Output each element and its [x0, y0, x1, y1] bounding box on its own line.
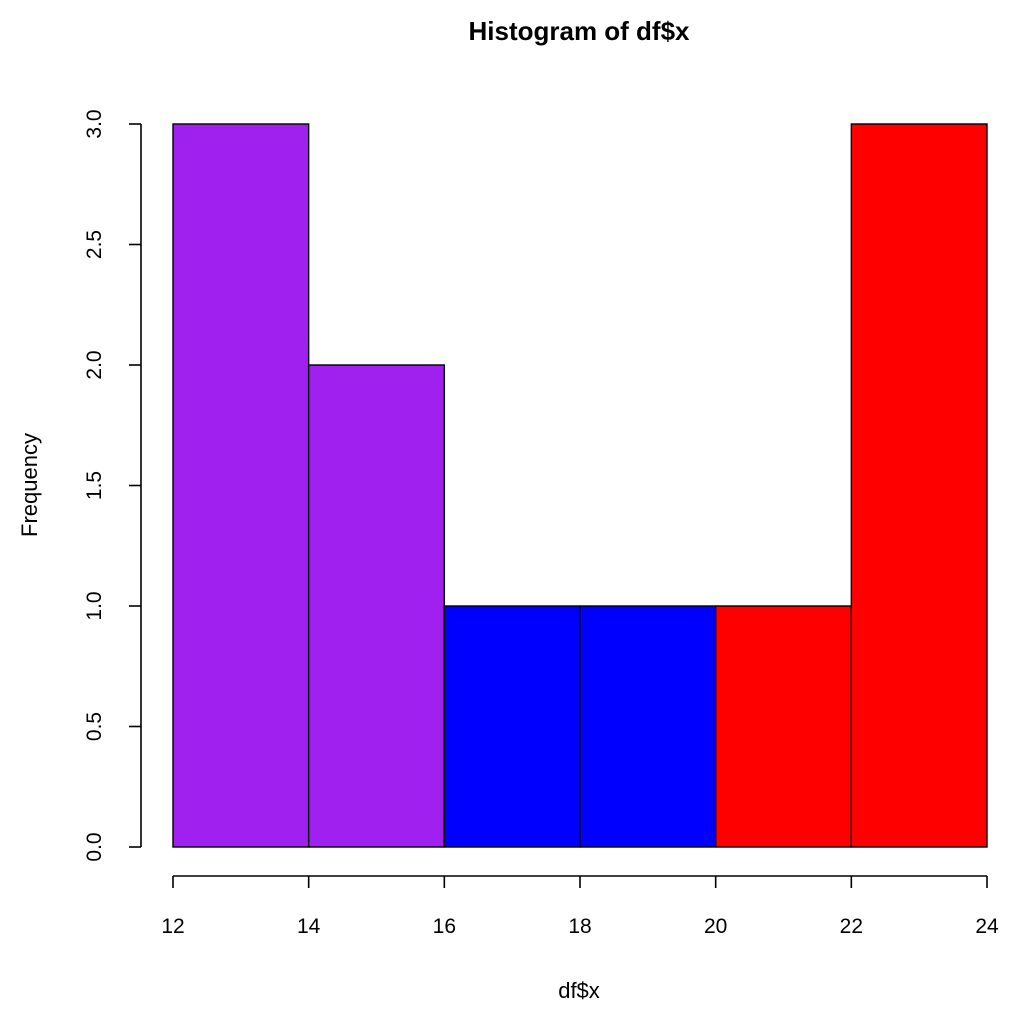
x-tick-label: 16 — [433, 915, 456, 938]
x-tick-label: 22 — [840, 915, 863, 938]
y-tick-label: 1.5 — [83, 471, 106, 500]
x-axis: 12 14 16 18 20 22 24 — [161, 875, 999, 938]
histogram-bar-2 — [443, 605, 581, 848]
histogram-bar-3 — [579, 605, 717, 848]
bars-group — [172, 123, 988, 848]
y-tick-label: 0.5 — [83, 712, 106, 741]
histogram-bar-5 — [850, 123, 988, 848]
x-tick-label: 24 — [975, 915, 999, 938]
y-tick-label: 2.0 — [83, 350, 106, 379]
x-tick-label: 12 — [161, 915, 184, 938]
chart-title: Histogram of df$x — [468, 16, 690, 46]
histogram-bar-1 — [307, 364, 446, 848]
y-axis: 0.0 0.5 1.0 1.5 2.0 2.5 3.0 — [83, 109, 142, 862]
histogram-bar-4 — [714, 605, 853, 848]
y-tick-label: 0.0 — [83, 832, 106, 861]
y-tick-label: 2.5 — [83, 230, 106, 259]
y-tick-label: 3.0 — [83, 109, 106, 138]
y-axis-label: Frequency — [17, 433, 42, 537]
x-axis-label: df$x — [558, 978, 600, 1003]
x-tick-label: 14 — [297, 915, 321, 938]
x-tick-label: 20 — [704, 915, 727, 938]
x-tick-label: 18 — [568, 915, 591, 938]
histogram-bar-0 — [172, 123, 310, 848]
y-tick-label: 1.0 — [83, 591, 106, 620]
